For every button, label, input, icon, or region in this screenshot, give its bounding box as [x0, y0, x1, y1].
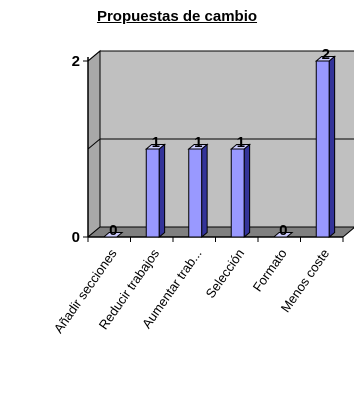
data-label: 1 [194, 134, 202, 151]
bar [188, 148, 203, 238]
x-tick-label: Formato [250, 246, 290, 294]
gridline [87, 138, 354, 150]
data-label: 2 [322, 46, 330, 63]
bar-top [102, 232, 124, 238]
gridline [87, 50, 354, 62]
bar-side [328, 55, 336, 239]
bar-side [158, 143, 166, 239]
y-tick-labels: 02 [72, 53, 80, 246]
data-label: 0 [109, 222, 117, 239]
bar-side [201, 143, 208, 239]
floor [86, 226, 354, 238]
data-label: 0 [279, 222, 287, 239]
y-tick-label: 0 [72, 229, 80, 246]
axes [83, 57, 344, 242]
y-tick-label: 2 [72, 53, 80, 70]
x-tick-label: Selección [203, 246, 248, 301]
gridlines [87, 50, 354, 150]
chart-title: Propuestas de cambio [96, 8, 258, 25]
data-label: 1 [237, 134, 245, 151]
chart-walls [86, 49, 354, 239]
bar [315, 60, 330, 238]
data-labels: 0 1 1 1 0 2 [109, 46, 330, 239]
bar [145, 148, 160, 238]
data-label: 1 [152, 134, 160, 151]
bar-top [272, 232, 294, 238]
bar [230, 148, 245, 238]
bars [102, 55, 337, 239]
bar-side [243, 143, 251, 239]
